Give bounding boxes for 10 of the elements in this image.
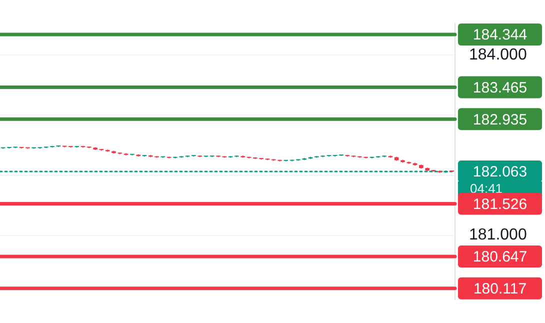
ref-line-label: 183.465 [472, 79, 528, 96]
y-tick-label: 181.000 [469, 226, 527, 244]
ref-line-label: 182.063 [472, 164, 528, 181]
y-tick-label: 184.000 [469, 46, 527, 64]
ref-line-label: 184.344 [472, 26, 528, 44]
ref-line-label: 180.117 [473, 280, 527, 298]
ref-line-label: 180.647 [472, 248, 528, 266]
ref-line-label: 181.526 [472, 196, 528, 213]
ref-line-label: 182.935 [472, 111, 528, 128]
text: 04:41 [470, 181, 503, 196]
